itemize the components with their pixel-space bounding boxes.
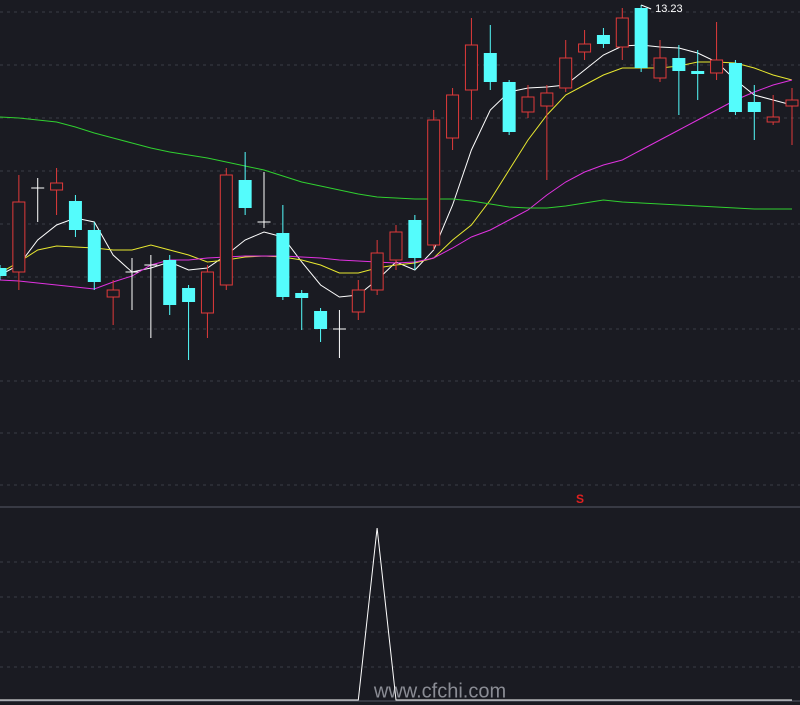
candle-body (540, 92, 554, 107)
candle-body (276, 233, 290, 297)
candle-body (728, 63, 742, 112)
candle-body (314, 311, 328, 329)
candle-body (87, 230, 101, 282)
candle-body (351, 289, 365, 313)
candle-body (389, 231, 403, 261)
candle-body (427, 119, 441, 246)
candle-body (615, 17, 629, 48)
moving-average-line (0, 116, 792, 210)
candle-body (50, 182, 64, 191)
candle-body (521, 96, 535, 113)
watermark: www.cfchi.com (373, 680, 506, 702)
candle-body (596, 35, 610, 44)
candle-body (578, 43, 592, 53)
candle-body (502, 82, 516, 132)
candle-body (785, 99, 799, 107)
candle-body (295, 293, 309, 298)
candle-body (219, 174, 233, 286)
candle-body (634, 8, 648, 68)
indicator-line (0, 527, 792, 701)
candle-body (12, 201, 26, 273)
candle-body (370, 252, 384, 291)
candle-body (106, 289, 120, 298)
grid (0, 11, 800, 668)
candle-body (163, 260, 177, 305)
candle-body (446, 94, 460, 139)
candle-body (559, 57, 573, 89)
max-pointer (640, 4, 652, 10)
candle-body (68, 201, 82, 230)
candle-body (238, 180, 252, 208)
candle-body (483, 53, 497, 82)
max-label: 13.23 (655, 3, 683, 15)
candle-body (672, 58, 686, 71)
candle-body (691, 71, 705, 74)
candle-body (408, 220, 422, 258)
candle-body (710, 59, 724, 74)
candle-body (464, 44, 478, 91)
candle-body (653, 57, 667, 79)
candle-body (182, 288, 196, 302)
candle-body (0, 268, 7, 276)
candle-body (766, 116, 780, 123)
candle-body (200, 271, 214, 314)
signal-label: S (576, 492, 584, 506)
candle-body (747, 102, 761, 112)
